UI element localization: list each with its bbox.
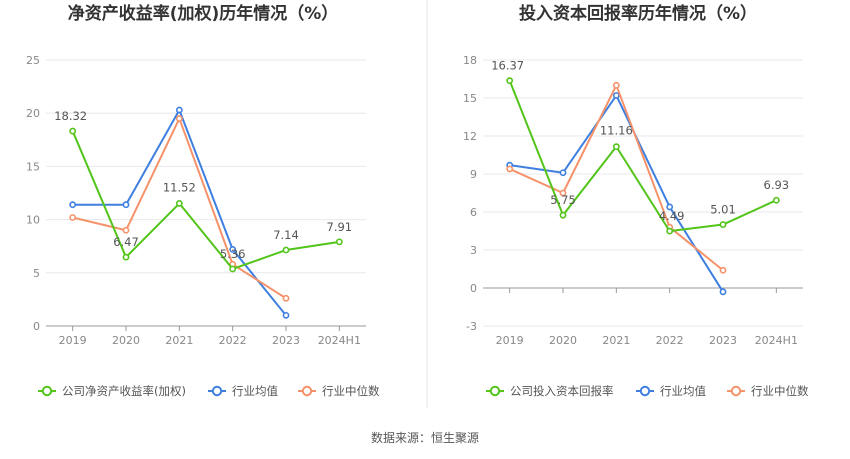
y-tick-label: 18 <box>463 54 477 67</box>
y-tick-label: 5 <box>33 267 40 280</box>
legend-item-company[interactable]: 公司净资产收益率(加权) <box>38 384 186 398</box>
legend-label: 行业均值 <box>232 384 278 398</box>
y-tick-label: -3 <box>466 320 477 333</box>
x-tick-label: 2024H1 <box>755 334 798 347</box>
x-tick-label: 2020 <box>112 334 140 347</box>
avg-data-point <box>719 288 727 296</box>
legend-label: 行业均值 <box>660 384 706 398</box>
x-tick-label: 2023 <box>709 334 737 347</box>
y-tick-label: 15 <box>26 160 40 173</box>
median-data-point <box>122 226 130 234</box>
data-label: 6.47 <box>113 235 139 249</box>
data-label: 16.37 <box>491 59 524 73</box>
x-tick-label: 2019 <box>496 334 524 347</box>
legend-circle-marker <box>489 385 501 397</box>
x-tick-label: 2020 <box>549 334 577 347</box>
y-tick-label: 15 <box>463 92 477 105</box>
legend-circle-marker <box>730 385 742 397</box>
x-tick-label: 2022 <box>219 334 247 347</box>
legend-item-median[interactable]: 行业中位数 <box>727 384 809 398</box>
median-data-point <box>282 294 290 302</box>
company-data-point <box>506 77 514 85</box>
avg-data-point <box>175 106 183 114</box>
median-data-point <box>559 189 567 197</box>
y-tick-label: 0 <box>33 320 40 333</box>
x-tick-label: 2019 <box>59 334 87 347</box>
company-series-line <box>508 80 777 233</box>
company-data-point <box>559 211 567 219</box>
data-label: 5.36 <box>220 247 246 261</box>
company-data-point <box>122 253 130 261</box>
y-tick-label: 9 <box>470 168 477 181</box>
data-label: 7.14 <box>273 228 299 242</box>
avg-data-point <box>122 201 130 209</box>
y-tick-label: 3 <box>470 244 477 257</box>
company-data-point <box>666 227 674 235</box>
company-data-point <box>229 265 237 273</box>
company-data-point <box>175 200 183 207</box>
median-data-point <box>612 81 620 89</box>
legend-label: 行业中位数 <box>751 384 809 398</box>
avg-data-point <box>229 245 237 253</box>
roe-chart-title: 净资产收益率(加权)历年情况（%） <box>68 3 339 24</box>
company-data-point <box>772 196 780 204</box>
median-data-point <box>69 214 77 221</box>
data-source-label: 数据来源：恒生聚源 <box>371 430 479 445</box>
median-data-point <box>719 266 727 274</box>
company-data-point <box>282 246 290 254</box>
legend-circle-marker <box>41 385 53 397</box>
data-label: 5.75 <box>550 193 576 207</box>
x-tick-label: 2021 <box>165 334 193 347</box>
data-label: 18.32 <box>54 109 87 123</box>
median-data-point <box>506 165 514 173</box>
avg-series-line <box>72 109 287 316</box>
roe-chart-panel: 净资产收益率(加权)历年情况（%） 0 5 10 15 20 25 2019 2020 2021… <box>26 3 380 398</box>
roic-chart-title: 投入资本回报率历年情况（%） <box>519 3 757 24</box>
legend-label: 公司净资产收益率(加权) <box>62 384 186 398</box>
data-label: 6.93 <box>764 178 790 192</box>
data-label: 11.52 <box>163 180 196 194</box>
y-tick-label: 10 <box>26 214 40 227</box>
roic-chart-panel: 投入资本回报率历年情况（%） -3 0 3 6 9 12 15 18 2019 2020 2021 2… <box>463 3 809 398</box>
y-tick-label: 20 <box>26 107 40 120</box>
legend-label: 公司投入资本回报率 <box>510 384 614 398</box>
legend-circle-marker <box>639 385 651 397</box>
data-label: 5.01 <box>710 203 736 217</box>
legend-label: 行业中位数 <box>322 384 380 398</box>
avg-data-point <box>282 311 290 319</box>
avg-data-point <box>666 203 674 211</box>
y-tick-label: 25 <box>26 54 40 67</box>
y-tick-label: 6 <box>470 206 477 219</box>
legend-item-company[interactable]: 公司投入资本回报率 <box>486 384 614 398</box>
avg-data-point <box>612 92 620 99</box>
x-tick-label: 2023 <box>272 334 300 347</box>
legend-item-avg[interactable]: 行业均值 <box>208 384 278 398</box>
avg-data-point <box>559 169 567 177</box>
company-data-point <box>335 238 343 246</box>
x-tick-label: 2024H1 <box>318 334 361 347</box>
company-data-point <box>612 143 620 151</box>
data-label: 11.16 <box>600 124 633 138</box>
company-data-point <box>719 221 727 228</box>
y-tick-label: 12 <box>463 130 477 143</box>
x-tick-label: 2021 <box>602 334 630 347</box>
median-data-point <box>175 115 183 122</box>
avg-data-point <box>69 201 77 209</box>
x-tick-label: 2022 <box>656 334 684 347</box>
company-series-line <box>71 130 340 270</box>
data-label: 4.49 <box>659 209 685 223</box>
legend-circle-marker <box>301 385 313 397</box>
legend-item-avg[interactable]: 行业均值 <box>636 384 706 398</box>
y-tick-label: 0 <box>470 282 477 295</box>
data-label: 7.91 <box>327 220 353 234</box>
company-data-point <box>69 127 77 135</box>
legend-circle-marker <box>211 385 223 397</box>
legend-item-median[interactable]: 行业中位数 <box>298 384 380 398</box>
